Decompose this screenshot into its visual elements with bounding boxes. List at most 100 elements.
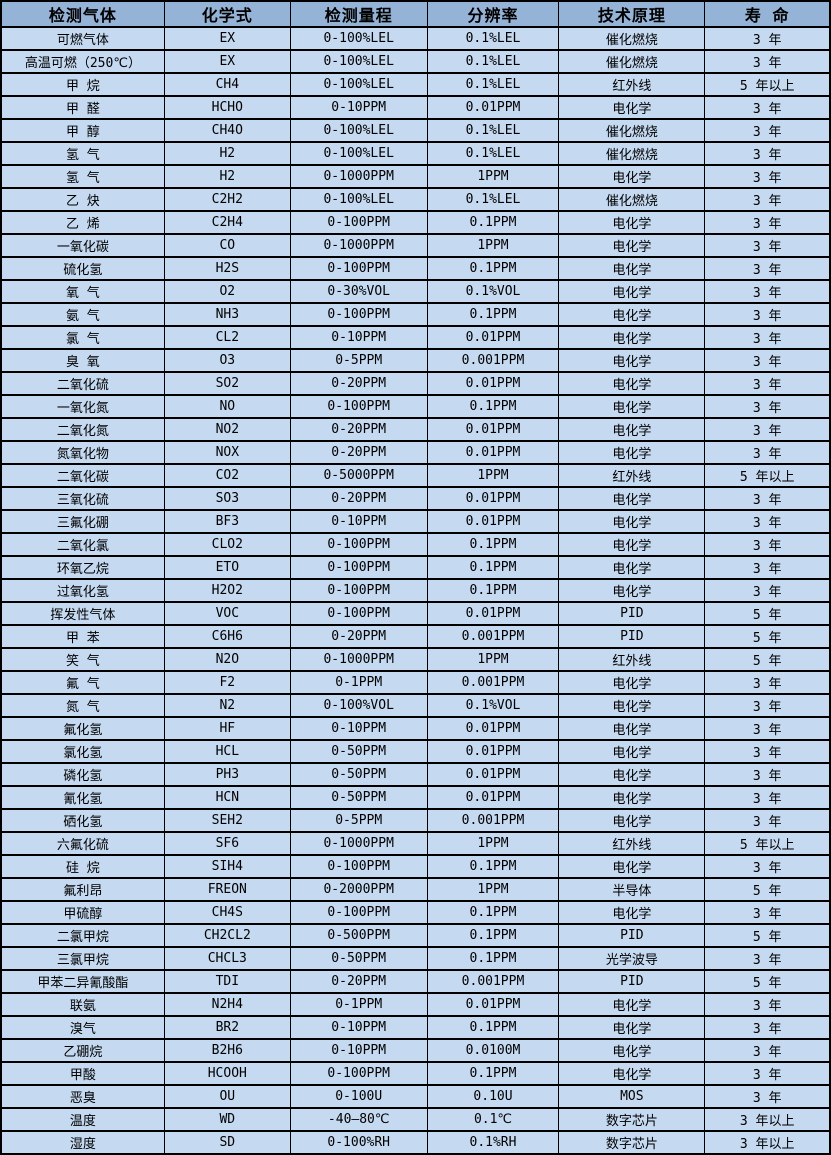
principle-cell: 红外线 <box>558 463 706 488</box>
gas-name-cell: 二氧化氯 <box>0 532 165 557</box>
formula-cell: CH2CL2 <box>163 923 291 948</box>
formula-cell: SO3 <box>163 486 291 511</box>
lifespan-cell: 3 年 <box>704 233 831 258</box>
lifespan-cell: 3 年 <box>704 578 831 603</box>
header-row: 检测气体 化学式 检测量程 分辨率 技术原理 寿 命 <box>0 0 831 28</box>
range-cell: 0-100%LEL <box>289 187 428 212</box>
formula-cell: NO <box>163 394 291 419</box>
lifespan-cell: 3 年以上 <box>704 1107 831 1132</box>
principle-cell: 催化燃烧 <box>558 141 706 166</box>
table-row: 环氧乙烷 ETO 0-100PPM 0.1PPM 电化学 3 年 <box>0 555 831 580</box>
gas-name-cell: 硫化氢 <box>0 256 165 281</box>
principle-cell: 电化学 <box>558 555 706 580</box>
formula-cell: SO2 <box>163 371 291 396</box>
lifespan-cell: 3 年 <box>704 946 831 971</box>
gas-name-cell: 二氧化硫 <box>0 371 165 396</box>
resolution-cell: 0.1%RH <box>426 1130 560 1155</box>
lifespan-cell: 3 年 <box>704 187 831 212</box>
gas-name-cell: 氮 气 <box>0 693 165 718</box>
table-row: 二氧化氮 NO2 0-20PPM 0.01PPM 电化学 3 年 <box>0 417 831 442</box>
resolution-cell: 0.001PPM <box>426 348 560 373</box>
principle-cell: 电化学 <box>558 1061 706 1086</box>
lifespan-cell: 3 年 <box>704 325 831 350</box>
resolution-cell: 0.01PPM <box>426 762 560 787</box>
range-cell: 0-50PPM <box>289 946 428 971</box>
range-cell: 0-100U <box>289 1084 428 1109</box>
resolution-cell: 0.01PPM <box>426 371 560 396</box>
principle-cell: 电化学 <box>558 716 706 741</box>
formula-cell: PH3 <box>163 762 291 787</box>
resolution-cell: 0.01PPM <box>426 716 560 741</box>
range-cell: 0-5PPM <box>289 348 428 373</box>
range-cell: 0-100PPM <box>289 1061 428 1086</box>
resolution-cell: 0.1%LEL <box>426 187 560 212</box>
table-row: 二氧化碳 CO2 0-5000PPM 1PPM 红外线 5 年以上 <box>0 463 831 488</box>
range-cell: 0-100PPM <box>289 555 428 580</box>
principle-cell: 电化学 <box>558 509 706 534</box>
formula-cell: CO2 <box>163 463 291 488</box>
principle-cell: 半导体 <box>558 877 706 902</box>
principle-cell: 催化燃烧 <box>558 187 706 212</box>
principle-cell: 电化学 <box>558 900 706 925</box>
formula-cell: H2 <box>163 164 291 189</box>
table-row: 氯 气 CL2 0-10PPM 0.01PPM 电化学 3 年 <box>0 325 831 350</box>
gas-name-cell: 氮氧化物 <box>0 440 165 465</box>
principle-cell: 电化学 <box>558 417 706 442</box>
resolution-cell: 0.01PPM <box>426 95 560 120</box>
lifespan-cell: 5 年以上 <box>704 463 831 488</box>
table-row: 氰化氢 HCN 0-50PPM 0.01PPM 电化学 3 年 <box>0 785 831 810</box>
range-cell: 0-50PPM <box>289 785 428 810</box>
principle-cell: 电化学 <box>558 762 706 787</box>
table-row: 甲 烷 CH4 0-100%LEL 0.1%LEL 红外线 5 年以上 <box>0 72 831 97</box>
formula-cell: CH4S <box>163 900 291 925</box>
table-row: 氨 气 NH3 0-100PPM 0.1PPM 电化学 3 年 <box>0 302 831 327</box>
lifespan-cell: 5 年 <box>704 877 831 902</box>
resolution-cell: 0.001PPM <box>426 808 560 833</box>
principle-cell: 红外线 <box>558 647 706 672</box>
gas-name-cell: 氯化氢 <box>0 739 165 764</box>
formula-cell: CL2 <box>163 325 291 350</box>
lifespan-cell: 3 年 <box>704 739 831 764</box>
resolution-cell: 1PPM <box>426 647 560 672</box>
formula-cell: C2H2 <box>163 187 291 212</box>
lifespan-cell: 3 年 <box>704 164 831 189</box>
formula-cell: CH4 <box>163 72 291 97</box>
range-cell: 0-5PPM <box>289 808 428 833</box>
table-row: 湿度 SD 0-100%RH 0.1%RH 数字芯片 3 年以上 <box>0 1130 831 1155</box>
range-cell: 0-100%LEL <box>289 141 428 166</box>
table-row: 联氨 N2H4 0-1PPM 0.01PPM 电化学 3 年 <box>0 992 831 1017</box>
range-cell: 0-1000PPM <box>289 831 428 856</box>
range-cell: 0-100PPM <box>289 578 428 603</box>
formula-cell: HCL <box>163 739 291 764</box>
gas-name-cell: 挥发性气体 <box>0 601 165 626</box>
principle-cell: 电化学 <box>558 302 706 327</box>
lifespan-cell: 3 年 <box>704 302 831 327</box>
range-cell: 0-2000PPM <box>289 877 428 902</box>
resolution-cell: 0.01PPM <box>426 417 560 442</box>
formula-cell: HCN <box>163 785 291 810</box>
range-cell: 0-10PPM <box>289 509 428 534</box>
table-row: 硫化氢 H2S 0-100PPM 0.1PPM 电化学 3 年 <box>0 256 831 281</box>
table-row: 氟利昂 FREON 0-2000PPM 1PPM 半导体 5 年 <box>0 877 831 902</box>
formula-cell: H2 <box>163 141 291 166</box>
lifespan-cell: 3 年 <box>704 900 831 925</box>
gas-name-cell: 甲 醇 <box>0 118 165 143</box>
principle-cell: MOS <box>558 1084 706 1109</box>
gas-name-cell: 氢 气 <box>0 141 165 166</box>
principle-cell: 催化燃烧 <box>558 118 706 143</box>
lifespan-cell: 3 年 <box>704 440 831 465</box>
gas-name-cell: 硅 烷 <box>0 854 165 879</box>
table-row: 臭 氧 O3 0-5PPM 0.001PPM 电化学 3 年 <box>0 348 831 373</box>
range-cell: 0-10PPM <box>289 1015 428 1040</box>
formula-cell: NH3 <box>163 302 291 327</box>
table-row: 高温可燃（250℃） EX 0-100%LEL 0.1%LEL 催化燃烧 3 年 <box>0 49 831 74</box>
resolution-cell: 0.1PPM <box>426 394 560 419</box>
table-row: 一氧化氮 NO 0-100PPM 0.1PPM 电化学 3 年 <box>0 394 831 419</box>
table-row: 挥发性气体 VOC 0-100PPM 0.01PPM PID 5 年 <box>0 601 831 626</box>
principle-cell: 电化学 <box>558 164 706 189</box>
range-cell: 0-10PPM <box>289 95 428 120</box>
resolution-cell: 0.1%LEL <box>426 118 560 143</box>
range-cell: 0-100%LEL <box>289 26 428 51</box>
formula-cell: N2O <box>163 647 291 672</box>
principle-cell: 电化学 <box>558 992 706 1017</box>
